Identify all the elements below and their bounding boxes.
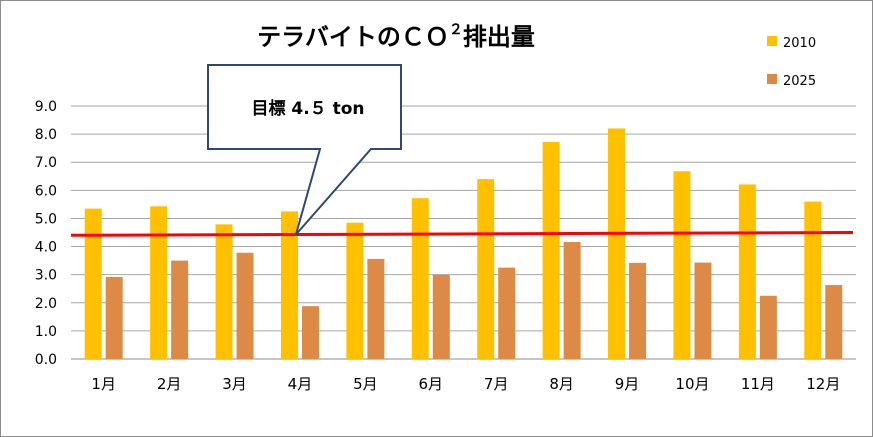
x-category-label: 6月 — [419, 375, 444, 393]
x-category-label: 1月 — [91, 375, 116, 393]
legend-label-2010: 2010 — [783, 36, 816, 51]
y-tick-label: 3.0 — [35, 268, 57, 284]
x-category-label: 12月 — [806, 375, 840, 393]
x-category-label: 11月 — [741, 375, 775, 393]
bar-2010-11 — [738, 184, 756, 359]
x-category-label: 4月 — [288, 375, 313, 393]
y-tick-label: 2.0 — [35, 296, 57, 312]
y-tick-label: 9.0 — [35, 99, 57, 115]
x-category-label: 9月 — [615, 375, 640, 393]
x-category-label: 8月 — [549, 375, 574, 393]
legend-swatch-2010 — [767, 36, 777, 46]
bar-2010-4 — [280, 211, 298, 359]
callout-shape — [207, 64, 402, 236]
x-category-label: 7月 — [484, 375, 509, 393]
bar-2010-2 — [150, 206, 168, 359]
x-category-label: 10月 — [675, 375, 709, 393]
bar-2010-12 — [804, 201, 822, 359]
bar-2010-5 — [346, 222, 364, 359]
bar-2010-3 — [215, 224, 233, 359]
chart-title-main: テラバイトのＣＯ — [257, 23, 449, 51]
y-axis-ticks: 0.0 1.0 2.0 3.0 4.0 5.0 6.0 7.0 8.0 9.0 — [35, 99, 57, 368]
x-category-label: 5月 — [353, 375, 378, 393]
legend-swatch-2025 — [767, 74, 777, 84]
bar-2025-8 — [563, 242, 581, 359]
bar-2025-10 — [694, 262, 712, 359]
bar-2025-4 — [301, 306, 319, 359]
y-tick-label: 5.0 — [35, 211, 57, 227]
bar-2025-6 — [432, 274, 450, 359]
bar-2025-9 — [629, 262, 647, 359]
y-tick-label: 1.0 — [35, 324, 57, 340]
chart-title-suffix: 排出量 — [463, 23, 535, 51]
x-axis-categories: 1月 2月 3月 4月 5月 6月 7月 8月 9月 10月 11月 12月 — [91, 375, 840, 393]
x-category-label: 3月 — [222, 375, 247, 393]
bar-2025-7 — [498, 267, 516, 359]
bar-2010-10 — [673, 171, 691, 359]
bar-2010-1 — [84, 208, 102, 359]
target-callout: 目標 4.５ ton — [207, 64, 402, 236]
bar-2010-9 — [608, 128, 626, 359]
callout-label: 目標 4.５ ton — [251, 98, 364, 119]
bar-2010-8 — [542, 141, 560, 359]
bar-2010-7 — [477, 179, 495, 359]
y-tick-label: 4.0 — [35, 240, 57, 256]
legend: 2010 2025 — [767, 36, 816, 89]
bar-2025-11 — [759, 295, 777, 359]
y-tick-label: 0.0 — [35, 352, 57, 368]
gridlines — [71, 105, 856, 360]
y-tick-label: 8.0 — [35, 127, 57, 143]
bar-2025-3 — [236, 252, 254, 359]
x-category-label: 2月 — [157, 375, 182, 393]
target-line — [70, 231, 854, 237]
bar-2025-2 — [171, 260, 189, 359]
bar-2010-6 — [411, 198, 429, 359]
bar-2025-12 — [825, 285, 843, 359]
bar-2025-1 — [105, 276, 123, 359]
legend-label-2025: 2025 — [783, 74, 816, 89]
chart-title: テラバイトのＣＯ２排出量 — [257, 22, 535, 51]
bars — [84, 128, 843, 359]
chart-title-superscript: ２ — [449, 22, 463, 38]
y-tick-label: 7.0 — [35, 155, 57, 171]
y-tick-label: 6.0 — [35, 183, 57, 199]
bar-2025-5 — [367, 258, 385, 359]
